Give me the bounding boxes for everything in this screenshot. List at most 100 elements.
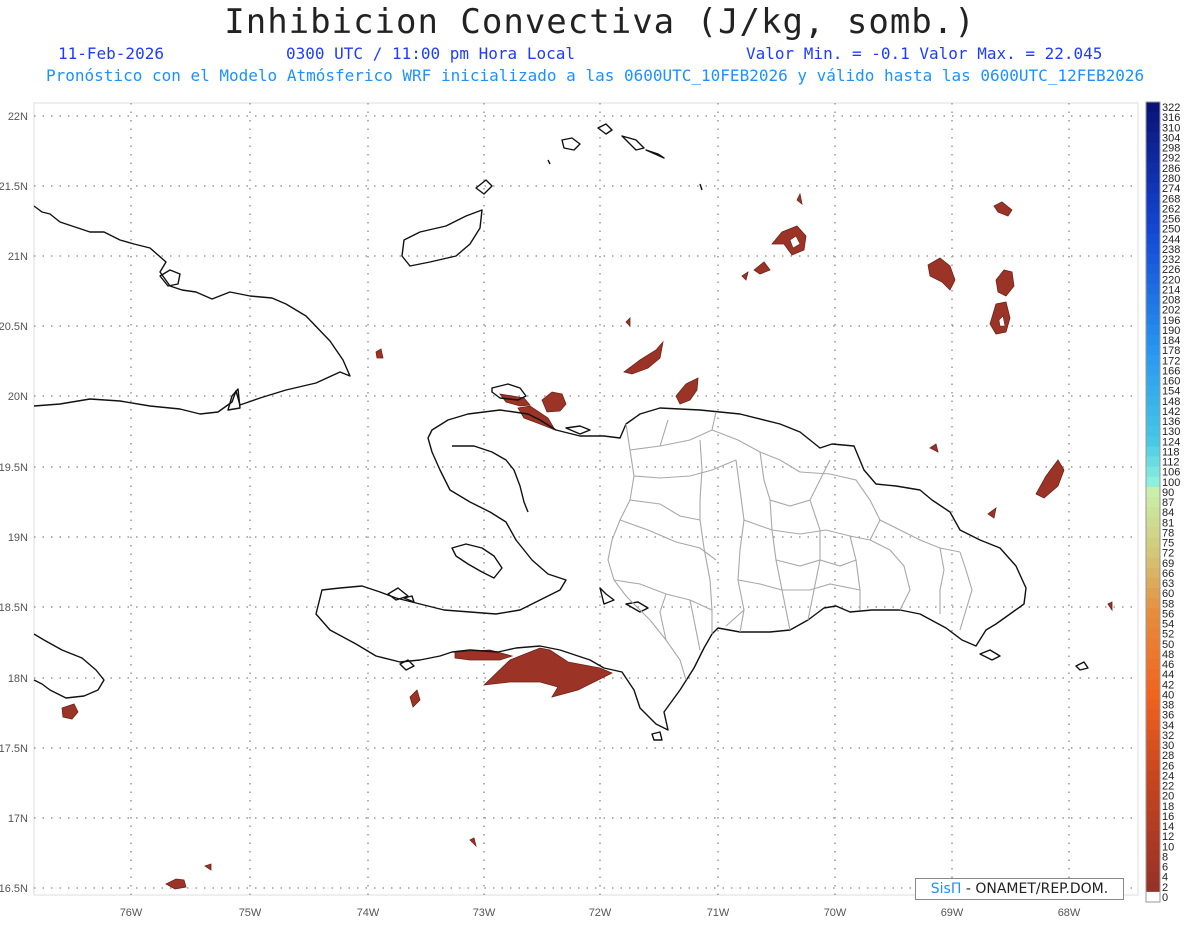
lat-label: 19N (8, 532, 28, 544)
colorbar-label: 262 (1162, 203, 1180, 215)
colorbar-swatch (1146, 760, 1160, 771)
lat-label: 22N (8, 111, 28, 123)
colorbar-label: 81 (1162, 517, 1174, 529)
colorbar-swatch (1146, 375, 1160, 387)
colorbar-swatch (1146, 253, 1160, 265)
colorbar-label: 268 (1162, 193, 1180, 205)
colorbar-swatch (1146, 577, 1160, 589)
colorbar-label: 202 (1162, 305, 1180, 317)
colorbar-swatch (1146, 486, 1160, 498)
colorbar-label: 20 (1162, 791, 1174, 803)
colorbar-swatch (1146, 395, 1160, 407)
colorbar-swatch (1146, 770, 1160, 781)
colorbar-swatch (1146, 304, 1160, 316)
colorbar-label: 292 (1162, 153, 1180, 165)
min-max-values: Valor Min. = -0.1 Valor Max. = 22.045 (746, 44, 1103, 63)
colorbar-swatch (1146, 820, 1160, 832)
colorbar-label: 196 (1162, 315, 1180, 327)
colorbar-swatch (1146, 739, 1160, 751)
colorbar-swatch (1146, 800, 1160, 812)
colorbar-swatch (1146, 598, 1160, 609)
colorbar-swatch (1146, 618, 1160, 630)
forecast-time: 0300 UTC / 11:00 pm Hora Local (286, 44, 575, 63)
colorbar-swatch (1146, 810, 1160, 822)
colorbar-label: 136 (1162, 416, 1180, 428)
colorbar-swatch (1146, 861, 1160, 873)
colorbar-label: 48 (1162, 649, 1174, 661)
colorbar-swatch (1146, 537, 1160, 549)
colorbar-swatch (1146, 496, 1160, 508)
colorbar-swatch (1146, 436, 1160, 447)
colorbar-swatch (1146, 132, 1160, 144)
coastlines (33, 123, 1089, 741)
colorbar-swatch (1146, 476, 1160, 488)
forecast-date: 11-Feb-2026 (58, 44, 164, 63)
colorbar-swatch (1146, 162, 1160, 174)
colorbar-label: 50 (1162, 639, 1174, 651)
colorbar-swatch (1146, 638, 1160, 650)
map-title: Inhibicion Convectiva (J/kg, somb.) (224, 2, 976, 42)
colorbar-label: 54 (1162, 619, 1174, 631)
colorbar-label: 90 (1162, 487, 1174, 499)
province-boundaries (607, 411, 973, 681)
colorbar-swatch (1146, 152, 1160, 164)
colorbar-label: 78 (1162, 527, 1174, 539)
colorbar-swatch (1146, 284, 1160, 295)
lon-label: 76W (120, 907, 143, 919)
colorbar-label: 322 (1162, 102, 1180, 114)
colorbar-swatch (1146, 780, 1160, 792)
colorbar-label: 316 (1162, 112, 1180, 124)
colorbar-label: 250 (1162, 224, 1180, 236)
colorbar-swatch (1146, 142, 1160, 154)
lon-label: 68W (1058, 907, 1081, 919)
credit-box: SisΠ - ONAMET/REP.DOM. (915, 878, 1124, 900)
lat-label: 17.5N (0, 743, 28, 755)
colorbar-label: 40 (1162, 689, 1174, 701)
colorbar-label: 148 (1162, 396, 1180, 408)
lat-label: 18N (8, 673, 28, 685)
colorbar-frame (1145, 101, 1161, 903)
colorbar-swatch (1146, 851, 1160, 862)
colorbar-label: 220 (1162, 274, 1180, 286)
colorbar: 3223163103042982922862802742682622562502… (1145, 101, 1180, 904)
colorbar-label: 190 (1162, 325, 1180, 337)
colorbar-swatch (1146, 628, 1160, 640)
colorbar-label: 286 (1162, 163, 1180, 175)
colorbar-swatch (1146, 588, 1160, 599)
colorbar-swatch (1146, 719, 1160, 731)
colorbar-swatch (1146, 517, 1160, 528)
lat-label: 20.5N (0, 321, 28, 333)
colorbar-swatch (1146, 345, 1160, 356)
colorbar-label: 280 (1162, 173, 1180, 185)
colorbar-swatch (1146, 334, 1160, 346)
lat-label: 17N (8, 813, 28, 825)
colorbar-swatch (1146, 881, 1160, 893)
colorbar-label: 112 (1162, 457, 1180, 469)
colorbar-label: 304 (1162, 132, 1180, 144)
lon-label: 70W (824, 907, 847, 919)
colorbar-swatch (1146, 648, 1160, 660)
colorbar-label: 16 (1162, 811, 1174, 823)
colorbar-swatch (1146, 891, 1160, 903)
colorbar-label: 6 (1162, 862, 1168, 874)
latitude-labels: 22N 21.5N 21N 20.5N 20N 19.5N 19N 18.5N … (0, 111, 28, 895)
colorbar-label: 60 (1162, 588, 1174, 600)
colorbar-label: 130 (1162, 426, 1180, 438)
colorbar-label: 87 (1162, 497, 1174, 509)
colorbar-swatch (1146, 264, 1160, 275)
lat-label: 16.5N (0, 883, 28, 895)
colorbar-label: 274 (1162, 183, 1180, 195)
colorbar-swatch (1146, 183, 1160, 194)
colorbar-label: 34 (1162, 720, 1174, 732)
colorbar-label: 0 (1162, 892, 1168, 904)
colorbar-swatch (1146, 233, 1160, 245)
model-subtitle: Pronóstico con el Modelo Atmósferico WRF… (46, 66, 1145, 85)
colorbar-swatch (1146, 172, 1160, 184)
colorbar-swatch (1146, 679, 1160, 690)
colorbar-label: 256 (1162, 214, 1180, 226)
colorbar-label: 42 (1162, 679, 1174, 691)
colorbar-label: 22 (1162, 781, 1174, 793)
colorbar-swatch (1146, 243, 1160, 255)
colorbar-swatch (1146, 790, 1160, 802)
